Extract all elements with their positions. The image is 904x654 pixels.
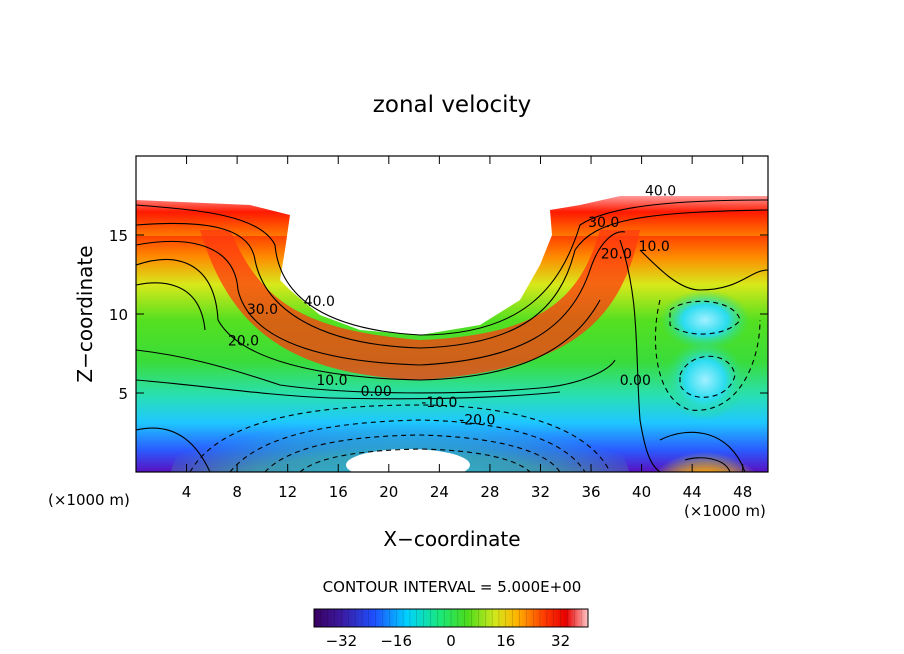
contour-label: 0.00 <box>620 373 651 389</box>
contour-label: 20.0 <box>601 247 632 263</box>
contour-label: 30.0 <box>588 215 619 231</box>
contour-label: 0.00 <box>361 384 392 400</box>
contour-label: -20.0 <box>459 413 495 429</box>
y-axis-ticks: 5 10 15 <box>109 227 768 403</box>
chart-title: zonal velocity <box>373 92 531 118</box>
x-tick-label: 16 <box>329 483 348 501</box>
colorbar-stripes <box>313 609 589 627</box>
x-tick-label: 4 <box>182 483 192 501</box>
y-axis-label: Z−coordinate <box>73 245 97 382</box>
contour-labels: 40.0 30.0 20.0 10.0 40.0 30.0 20.0 10.0 0.00 -10.… <box>228 184 676 429</box>
x-unit-left: (×1000 m) <box>48 491 130 509</box>
x-tick-label: 8 <box>232 483 242 501</box>
x-tick-label: 24 <box>430 483 449 501</box>
colorbar-tick-label: −32 <box>326 632 358 650</box>
x-tick-label: 32 <box>531 483 550 501</box>
x-unit-right: (×1000 m) <box>684 502 766 520</box>
contour-interval-text: CONTOUR INTERVAL = 5.000E+00 <box>323 578 582 596</box>
contour-label: 40.0 <box>304 294 335 310</box>
x-axis-ticks: 4 8 12 16 20 24 28 32 36 40 44 48 <box>182 156 752 501</box>
contour-label: 40.0 <box>645 184 676 200</box>
x-tick-label: 40 <box>632 483 651 501</box>
y-tick-label: 5 <box>118 385 128 403</box>
colorbar-tick-label: 32 <box>551 632 570 650</box>
contour-field <box>136 156 768 472</box>
x-axis-label: X−coordinate <box>383 527 520 551</box>
contour-label: 30.0 <box>247 302 278 318</box>
contour-label: 10.0 <box>639 239 670 255</box>
colorbar <box>313 608 589 628</box>
x-tick-label: 36 <box>581 483 600 501</box>
contour-label: 20.0 <box>228 334 259 350</box>
y-tick-label: 15 <box>109 227 128 245</box>
x-tick-label: 20 <box>379 483 398 501</box>
x-tick-label: 44 <box>683 483 702 501</box>
x-tick-label: 12 <box>278 483 297 501</box>
contour-label: 10.0 <box>316 373 347 389</box>
x-tick-label: 28 <box>480 483 499 501</box>
contour-label: -10.0 <box>421 395 457 411</box>
colorbar-tick-label: −16 <box>380 632 412 650</box>
y-tick-label: 10 <box>109 306 128 324</box>
colorbar-tick-label: 16 <box>496 632 515 650</box>
x-tick-label: 48 <box>733 483 752 501</box>
colorbar-tick-label: 0 <box>446 632 456 650</box>
colorbar-ticks: −32 −16 0 16 32 <box>326 632 571 650</box>
